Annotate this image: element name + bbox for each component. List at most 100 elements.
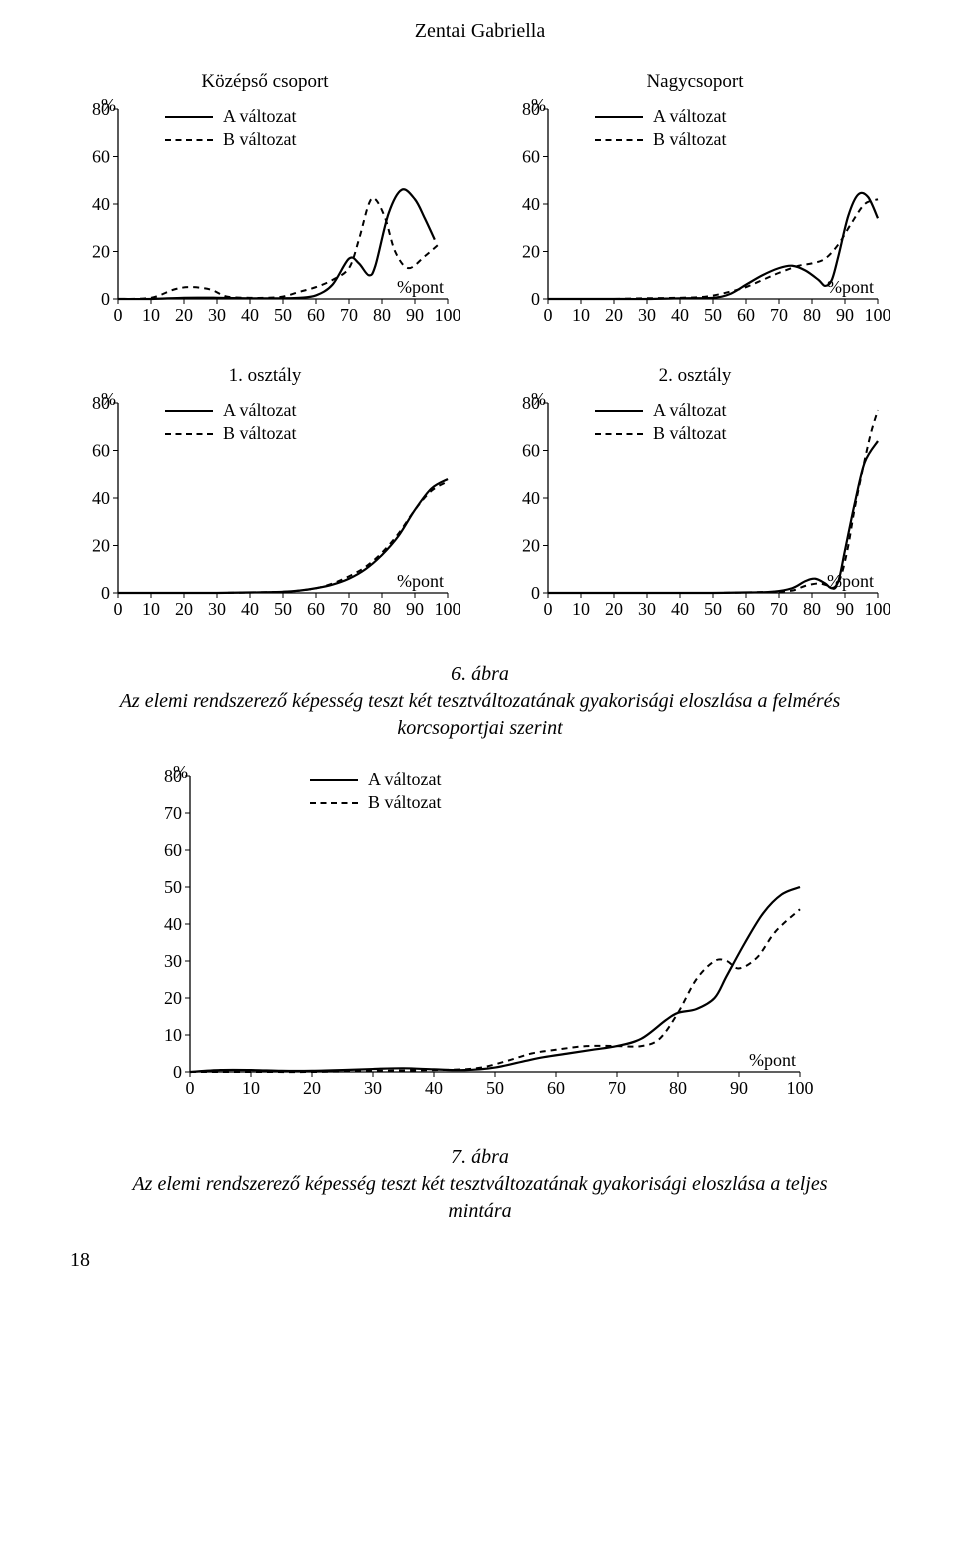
page: Zentai Gabriella Középső csoport 0204060… — [0, 0, 960, 1302]
chart-title-nagy: Nagycsoport — [500, 71, 890, 93]
svg-text:40: 40 — [241, 305, 259, 325]
legend-b-label: B változat — [223, 422, 296, 445]
legend-a-line-icon — [595, 116, 643, 118]
legend: A változat B változat — [595, 399, 726, 446]
svg-text:70: 70 — [340, 599, 358, 619]
figure-7-text: Az elemi rendszerező képesség teszt két … — [132, 1173, 827, 1222]
svg-text:10: 10 — [572, 599, 590, 619]
svg-text:40: 40 — [522, 194, 540, 214]
legend-a-label: A változat — [368, 768, 441, 791]
legend-a-label: A változat — [653, 105, 726, 128]
svg-text:90: 90 — [406, 305, 424, 325]
page-header: Zentai Gabriella — [70, 20, 890, 43]
legend-b: B változat — [165, 422, 296, 445]
legend-a: A változat — [595, 399, 726, 422]
svg-text:50: 50 — [704, 305, 722, 325]
svg-text:90: 90 — [836, 599, 854, 619]
svg-text:90: 90 — [730, 1078, 748, 1098]
svg-text:0: 0 — [101, 289, 110, 309]
svg-text:80: 80 — [373, 599, 391, 619]
legend-b-line-icon — [165, 139, 213, 141]
legend-b: B változat — [595, 128, 726, 151]
legend-a: A változat — [165, 399, 296, 422]
svg-text:60: 60 — [92, 147, 110, 167]
legend: A változat B változat — [310, 768, 441, 815]
figure-7-number: 7. ábra — [110, 1144, 850, 1171]
svg-text:0: 0 — [114, 599, 123, 619]
svg-text:%pont: %pont — [827, 277, 874, 297]
svg-text:20: 20 — [303, 1078, 321, 1098]
svg-text:50: 50 — [704, 599, 722, 619]
legend-a-label: A változat — [653, 399, 726, 422]
svg-text:80: 80 — [803, 599, 821, 619]
svg-text:40: 40 — [164, 914, 182, 934]
svg-text:%: % — [173, 766, 188, 782]
svg-text:%: % — [101, 393, 116, 409]
svg-text:%: % — [101, 99, 116, 115]
legend-b-line-icon — [165, 433, 213, 435]
svg-text:0: 0 — [173, 1062, 182, 1082]
svg-text:0: 0 — [531, 289, 540, 309]
svg-text:0: 0 — [544, 305, 553, 325]
svg-text:80: 80 — [669, 1078, 687, 1098]
svg-text:100: 100 — [435, 599, 461, 619]
svg-text:20: 20 — [175, 599, 193, 619]
svg-text:60: 60 — [307, 599, 325, 619]
panel-osztaly1: 1. osztály 02040608001020304050607080901… — [70, 365, 460, 651]
svg-text:80: 80 — [803, 305, 821, 325]
svg-text:20: 20 — [175, 305, 193, 325]
svg-text:70: 70 — [770, 305, 788, 325]
legend-b-label: B változat — [223, 128, 296, 151]
legend-b-label: B változat — [653, 422, 726, 445]
legend-b-label: B változat — [653, 128, 726, 151]
svg-text:50: 50 — [274, 305, 292, 325]
svg-text:0: 0 — [186, 1078, 195, 1098]
svg-text:20: 20 — [522, 536, 540, 556]
svg-text:40: 40 — [671, 305, 689, 325]
svg-text:100: 100 — [865, 599, 891, 619]
svg-text:70: 70 — [340, 305, 358, 325]
svg-text:40: 40 — [241, 599, 259, 619]
svg-text:30: 30 — [164, 951, 182, 971]
legend-a: A változat — [595, 105, 726, 128]
figure-7-caption: 7. ábra Az elemi rendszerező képesség te… — [110, 1144, 850, 1225]
svg-text:40: 40 — [671, 599, 689, 619]
svg-text:%pont: %pont — [749, 1050, 796, 1070]
svg-text:20: 20 — [605, 599, 623, 619]
svg-text:20: 20 — [92, 242, 110, 262]
panel-nagy: Nagycsoport 0204060800102030405060708090… — [500, 71, 890, 357]
svg-text:10: 10 — [142, 305, 160, 325]
legend-a-label: A változat — [223, 399, 296, 422]
svg-text:0: 0 — [114, 305, 123, 325]
legend-b: B változat — [165, 128, 296, 151]
svg-text:60: 60 — [737, 599, 755, 619]
svg-text:40: 40 — [92, 488, 110, 508]
svg-text:%: % — [531, 393, 546, 409]
panel-teljes: 010203040506070800102030405060708090100%… — [130, 766, 830, 1134]
legend-a: A változat — [310, 768, 441, 791]
legend-a-line-icon — [595, 410, 643, 412]
legend-b-line-icon — [310, 802, 358, 804]
page-number: 18 — [70, 1249, 890, 1272]
legend-b-label: B változat — [368, 791, 441, 814]
legend-a-line-icon — [165, 410, 213, 412]
svg-text:60: 60 — [522, 147, 540, 167]
svg-text:60: 60 — [737, 305, 755, 325]
figure-6-text: Az elemi rendszerező képesség teszt két … — [120, 690, 841, 739]
svg-text:%: % — [531, 99, 546, 115]
chart-title-osztaly2: 2. osztály — [500, 365, 890, 387]
row-2: 1. osztály 02040608001020304050607080901… — [70, 365, 890, 651]
svg-text:50: 50 — [164, 877, 182, 897]
svg-text:30: 30 — [638, 599, 656, 619]
svg-text:60: 60 — [547, 1078, 565, 1098]
svg-text:30: 30 — [208, 599, 226, 619]
svg-text:0: 0 — [544, 599, 553, 619]
svg-text:60: 60 — [307, 305, 325, 325]
svg-text:20: 20 — [522, 242, 540, 262]
figure-6-caption: 6. ábra Az elemi rendszerező képesség te… — [110, 661, 850, 742]
svg-text:60: 60 — [522, 441, 540, 461]
svg-text:100: 100 — [435, 305, 461, 325]
svg-text:40: 40 — [92, 194, 110, 214]
chart-kozepso: 0204060800102030405060708090100%%pont A … — [70, 99, 460, 357]
svg-text:30: 30 — [364, 1078, 382, 1098]
